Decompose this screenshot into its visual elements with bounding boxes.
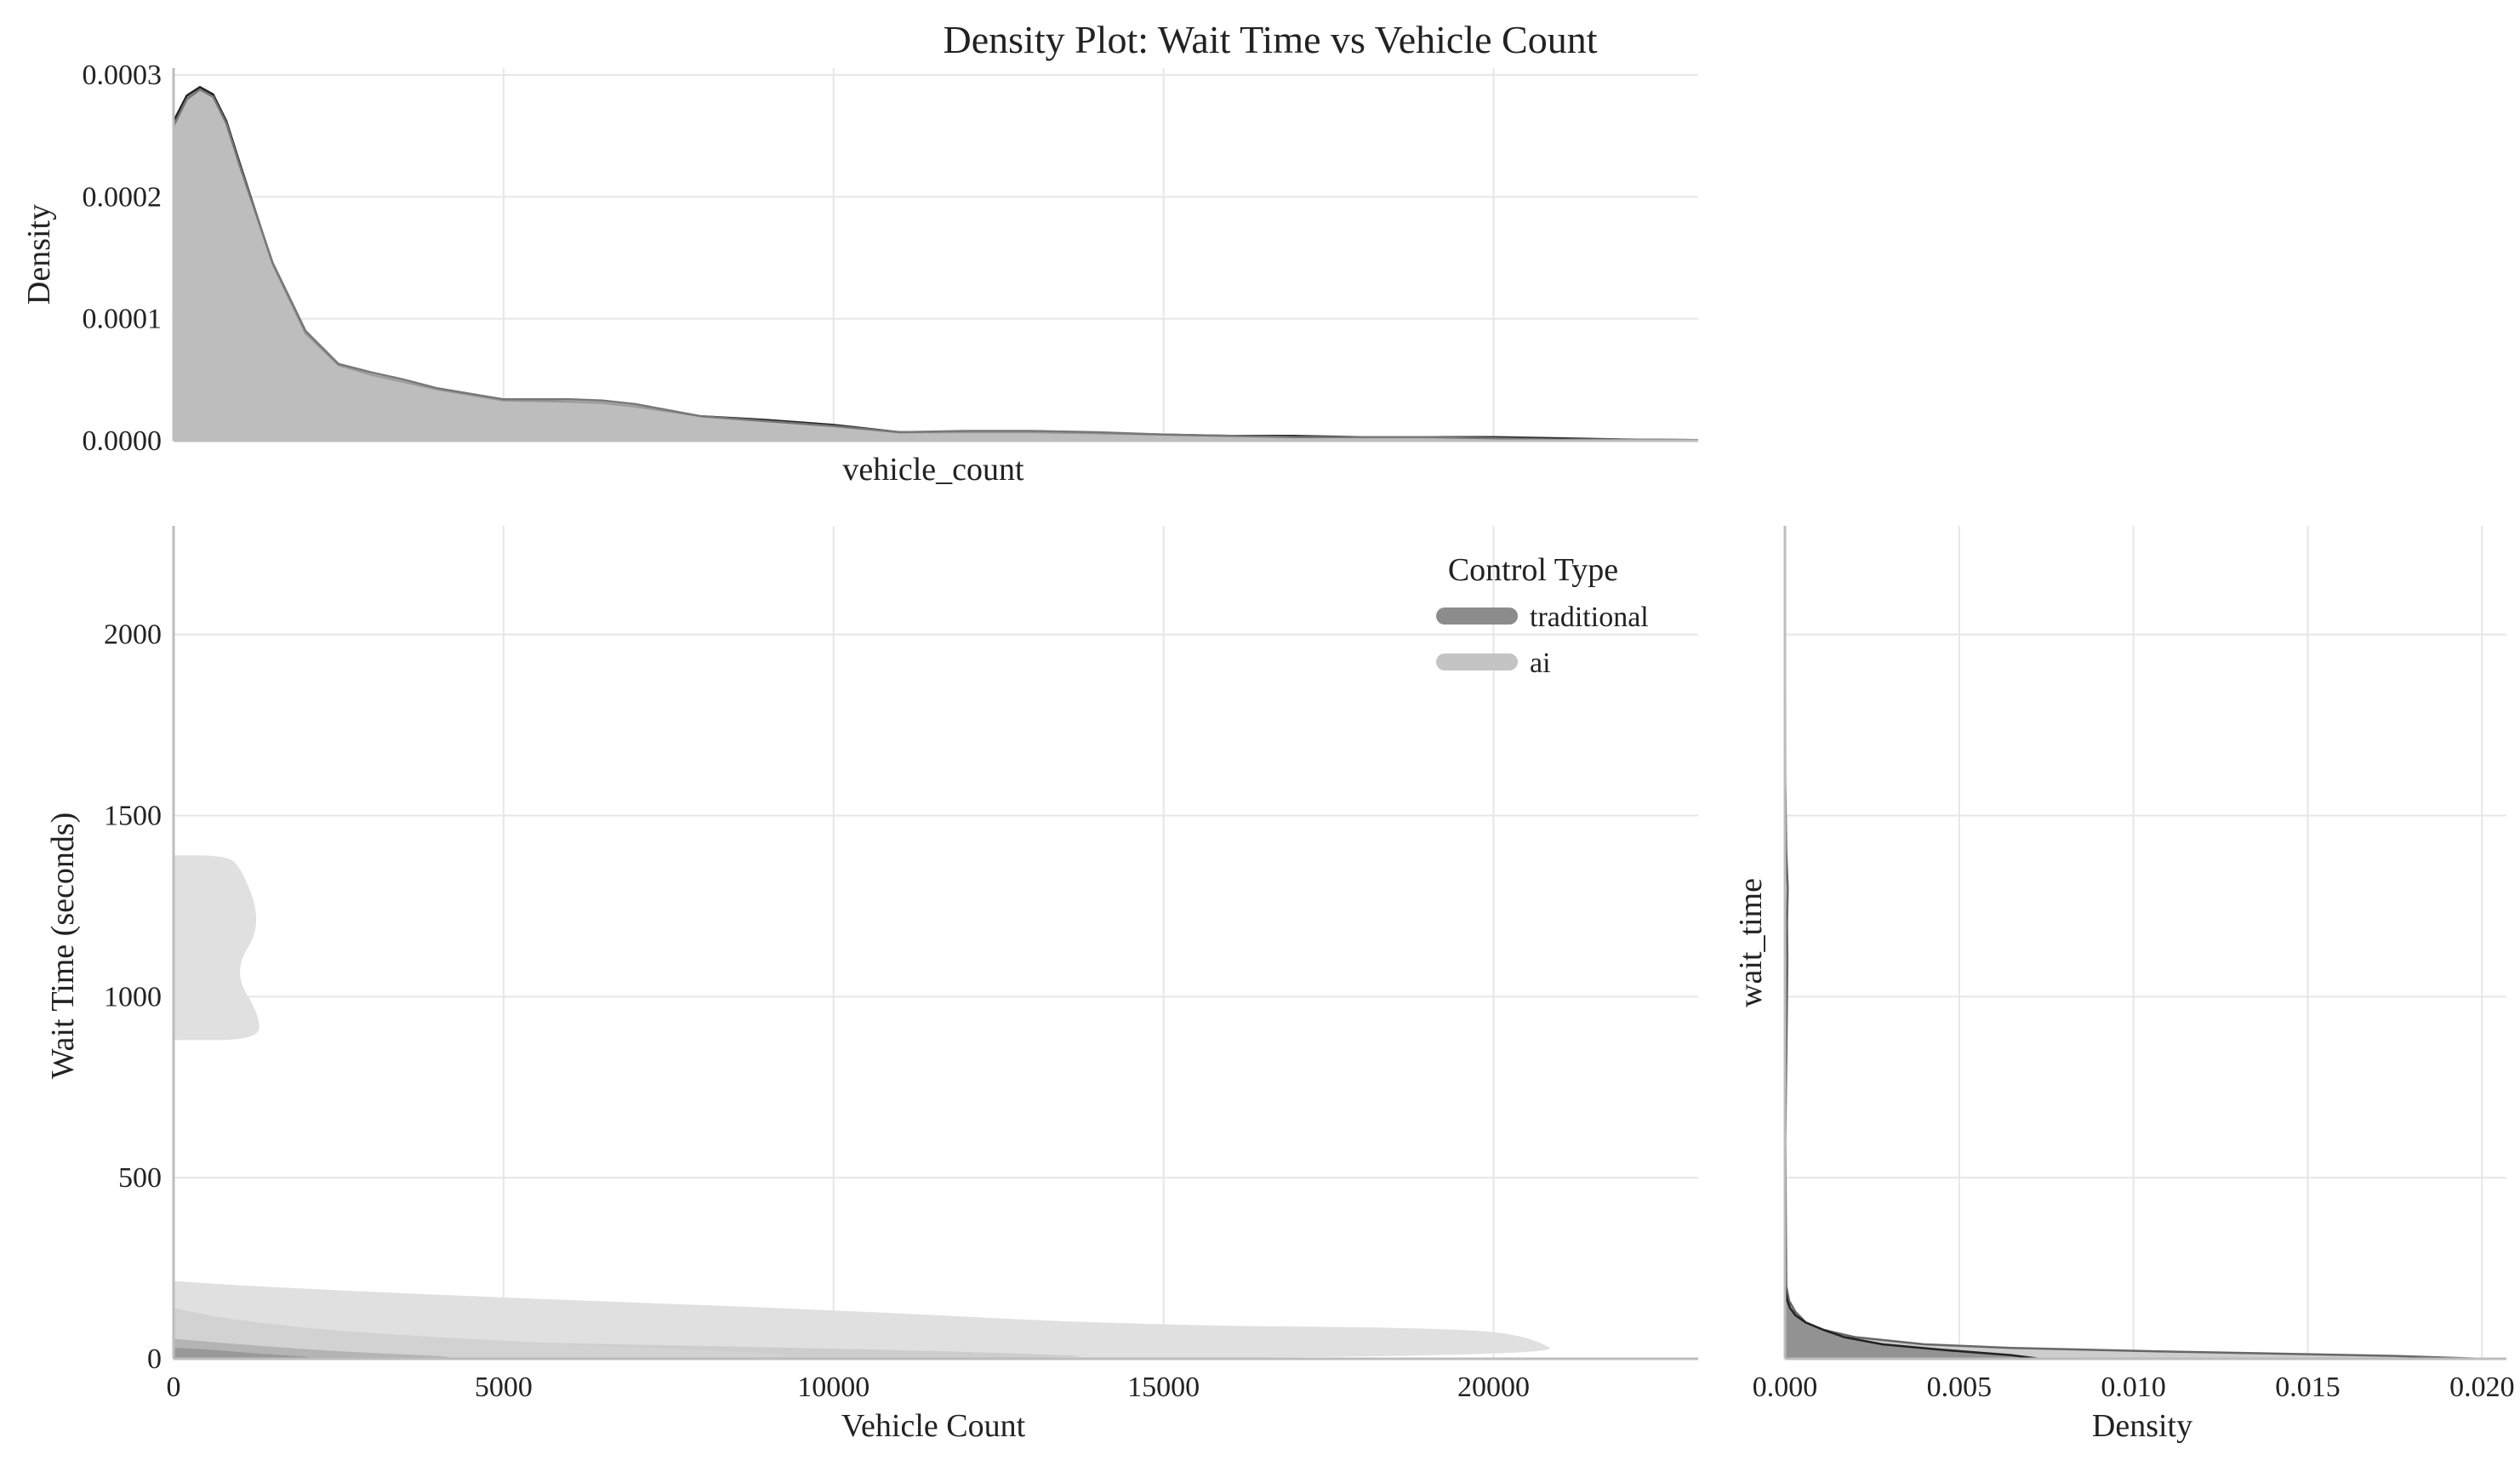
right-x-tick-label: 0.015 — [2275, 1372, 2340, 1403]
right-x-axis-label: Density — [2092, 1408, 2192, 1444]
joint-y-tick-label: 2000 — [104, 619, 162, 651]
joint-y-tick-label: 1000 — [104, 981, 162, 1013]
top-density-area-ai — [174, 89, 1698, 441]
joint-y-tick-label: 500 — [118, 1162, 162, 1194]
joint-x-tick-label: 20000 — [1457, 1372, 1530, 1403]
joint-density-panel: 0 5000 10000 15000 20000 0 500 1000 1500 2000 Vehi… — [45, 526, 1698, 1444]
joint-y-tick-label: 0 — [147, 1343, 162, 1375]
right-density-line-traditional — [1783, 525, 2040, 1360]
top-y-tick-label: 0.0002 — [83, 181, 162, 213]
contour-region-ai-outer — [174, 855, 259, 1041]
top-x-axis-label: vehicle_count — [842, 452, 1024, 488]
chart-title: Density Plot: Wait Time vs Vehicle Count — [944, 18, 1598, 61]
legend-label-traditional: traditional — [1530, 602, 1649, 633]
right-x-tick-label: 0.010 — [2101, 1372, 2166, 1403]
top-y-tick-label: 0.0001 — [83, 304, 162, 335]
legend-label-ai: ai — [1530, 647, 1551, 679]
right-y-axis-label: wait_time — [1733, 878, 1769, 1007]
joint-x-tick-label: 5000 — [475, 1372, 533, 1403]
right-density-area-traditional — [1785, 526, 2040, 1359]
contour-region-ai-inner — [174, 1308, 786, 1359]
joint-y-axis-label: Wait Time (seconds) — [45, 813, 81, 1080]
right-x-tick-label: 0.020 — [2449, 1372, 2515, 1403]
joint-x-axis-label: Vehicle Count — [841, 1408, 1026, 1444]
joint-x-tick-label: 0 — [167, 1372, 181, 1403]
legend-title: Control Type — [1448, 552, 1618, 588]
joint-x-tick-label: 15000 — [1127, 1372, 1200, 1403]
right-density-line-ai — [1783, 525, 2483, 1360]
legend: Control Type traditional ai — [1436, 552, 1649, 679]
top-marginal-panel: 0.0000 0.0001 0.0002 0.0003 vehicle_count Den… — [21, 60, 1699, 488]
right-x-tick-label: 0.000 — [1753, 1372, 1818, 1403]
right-x-tick-label: 0.005 — [1927, 1372, 1993, 1403]
top-y-tick-label: 0.0000 — [83, 425, 162, 457]
joint-x-tick-label: 10000 — [797, 1372, 869, 1403]
right-marginal-panel: 0.000 0.005 0.010 0.015 0.020 Density wait_tim… — [1733, 525, 2515, 1444]
contour-region-ai-outer — [174, 1281, 1550, 1359]
contour-region-traditional-core — [174, 1348, 311, 1359]
top-y-tick-label: 0.0003 — [83, 60, 162, 91]
top-y-axis-label: Density — [21, 204, 57, 305]
top-density-line-ai — [172, 88, 1699, 442]
joint-y-tick-label: 1500 — [104, 801, 162, 832]
